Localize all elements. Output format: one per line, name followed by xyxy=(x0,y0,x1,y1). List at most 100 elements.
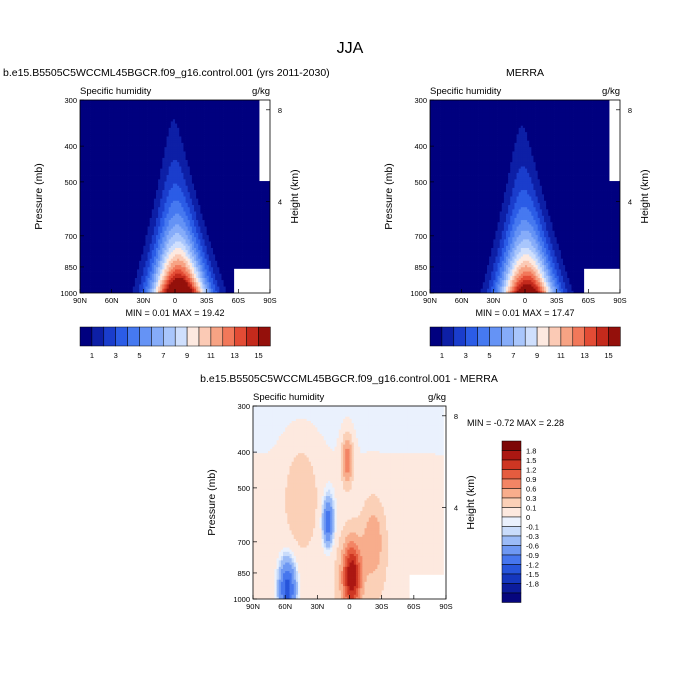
plotR-ytick-label: 1000 xyxy=(410,289,427,298)
colorbar-box xyxy=(501,459,522,470)
missing-data-mask xyxy=(609,100,620,182)
plotB-xtick-label: 90S xyxy=(439,602,452,611)
colorbar-box xyxy=(501,526,522,537)
colorbar-label: 1 xyxy=(90,351,94,360)
plotL-ytick-label: 1000 xyxy=(60,289,77,298)
colorbar-box xyxy=(524,326,538,347)
colorbar-label: 7 xyxy=(511,351,515,360)
colorbar-box xyxy=(501,488,522,499)
plotR-xtick-label: 60S xyxy=(582,296,595,305)
colorbar-box xyxy=(79,326,93,347)
colorbar-box xyxy=(465,326,478,347)
colorbar-box xyxy=(501,535,522,546)
plotR-xtick-label: 90N xyxy=(423,296,437,305)
panel-merra-stats: MIN = 0.01 MAX = 17.47 xyxy=(475,308,574,318)
colorbar-label: -1.8 xyxy=(526,580,539,589)
missing-data-mask xyxy=(259,100,270,182)
plotR-ytick-label: 300 xyxy=(414,96,427,105)
colorbar-box xyxy=(441,326,455,347)
plotL-xtick-label: 30S xyxy=(200,296,213,305)
colorbar-box xyxy=(198,326,212,347)
colorbar-box xyxy=(572,326,585,347)
plotL-ytick-label: 500 xyxy=(64,178,77,187)
colorbar-label: 13 xyxy=(231,351,239,360)
colorbar-box xyxy=(608,326,621,347)
plotB-xtick-label: 30N xyxy=(310,602,324,611)
colorbar-label: 7 xyxy=(161,351,165,360)
colorbar-box xyxy=(501,573,522,584)
plotR-ylabel: Pressure (mb) xyxy=(383,163,395,230)
plotR-xtick-label: 90S xyxy=(613,296,626,305)
plotL-ytick-right-label: 8 xyxy=(278,106,282,115)
missing-data-mask xyxy=(443,406,446,580)
colorbar-box xyxy=(151,326,164,347)
plotL-xtick-label: 90N xyxy=(73,296,87,305)
panel-merra: MERRA Specific humidity g/kg 90N 60N 30N 0 3… xyxy=(383,67,651,318)
colorbar-label: 0.6 xyxy=(526,485,536,494)
colorbar-box xyxy=(560,326,574,347)
colorbar-label: -0.3 xyxy=(526,532,539,541)
panel-diff-title: b.e15.B5505C5WCCML45BGCR.f09_g16.control… xyxy=(200,373,498,385)
colorbar-box xyxy=(501,478,522,489)
colorbar-box xyxy=(174,326,188,347)
plotR-ytick-label: 400 xyxy=(414,142,427,151)
colorbar-label: 0 xyxy=(526,513,530,522)
plotB-ylabel: Pressure (mb) xyxy=(206,469,218,536)
plotL-ytick-right-label: 4 xyxy=(278,197,282,206)
plotB-ytick-right-label: 4 xyxy=(454,503,458,512)
plotB-xtick-label: 90N xyxy=(246,602,260,611)
colorbar-label: -0.1 xyxy=(526,523,539,532)
panel-diff: b.e15.B5505C5WCCML45BGCR.f09_g16.control… xyxy=(200,373,564,611)
colorbar-box xyxy=(258,326,271,347)
colorbar-label: 1.5 xyxy=(526,456,536,465)
plotR-ytick-label: 850 xyxy=(414,263,427,272)
colorbar-label: 3 xyxy=(464,351,468,360)
colorbar-box xyxy=(501,326,514,347)
plotB-ytick-label: 300 xyxy=(237,402,250,411)
plotR-xtick-label: 0 xyxy=(523,296,527,305)
colorbar-label: 1 xyxy=(440,351,444,360)
colorbar-box xyxy=(501,440,522,451)
panel-merra-left-string: Specific humidity xyxy=(430,86,502,97)
plotL-xtick-label: 60N xyxy=(105,296,119,305)
plotB-ytick-label: 400 xyxy=(237,448,250,457)
plotR-ylabel-right: Height (km) xyxy=(639,169,651,223)
panel-merra-title: MERRA xyxy=(506,67,544,79)
plotR-xtick-label: 60N xyxy=(455,296,469,305)
colorbar-box xyxy=(501,545,522,556)
colorbar-box xyxy=(186,326,200,347)
colorbar-label: 1.8 xyxy=(526,447,536,456)
colorbar-label: 5 xyxy=(137,351,141,360)
plotR-ytick-label: 500 xyxy=(414,178,427,187)
panel-merra-plot: 90N 60N 30N 0 30S 60S 90S 300 400 500 700 850 1000 8 4… xyxy=(383,96,651,305)
topography-mask xyxy=(234,268,270,293)
colorbar-box xyxy=(501,554,522,565)
plotL-xtick-label: 30N xyxy=(136,296,150,305)
plotR-xtick-label: 30S xyxy=(550,296,563,305)
panel-diff-units: g/kg xyxy=(428,392,446,403)
plotL-ytick-label: 850 xyxy=(64,263,77,272)
colorbar-box xyxy=(548,326,562,347)
colorbar-box xyxy=(477,326,490,347)
colorbar-box xyxy=(139,326,152,347)
panel-model-units: g/kg xyxy=(252,86,270,97)
colorbar-label: -1.2 xyxy=(526,561,539,570)
panel-diff-plot: 90N 60N 30N 0 30S 60S 90S 300 400 500 700 850 1000 8 4… xyxy=(206,402,477,611)
colorbar-merra: 1 3 5 7 9 11 13 15 xyxy=(429,326,621,360)
colorbar-label: 15 xyxy=(604,351,612,360)
colorbar-label: 0.3 xyxy=(526,494,536,503)
plotB-xtick-label: 30S xyxy=(375,602,388,611)
colorbar-box xyxy=(429,326,443,347)
panel-model-plot: 90N 60N 30N 0 30S 60S 90S 300 400 500 700 850 1000 8 4… xyxy=(33,96,301,305)
colorbar-box xyxy=(246,326,259,347)
colorbar-box xyxy=(163,326,176,347)
colorbar-label: 9 xyxy=(535,351,539,360)
colorbar-diff: 1.81.51.20.90.60.30.10-0.1-0.3-0.6-0.9-1… xyxy=(501,440,539,603)
colorbar-label: 0.1 xyxy=(526,504,536,513)
plotB-ylabel-right: Height (km) xyxy=(465,475,477,529)
colorbar-label: 11 xyxy=(207,351,215,360)
plotL-xtick-label: 90S xyxy=(263,296,276,305)
colorbar-box xyxy=(210,326,224,347)
colorbar-box xyxy=(103,326,116,347)
